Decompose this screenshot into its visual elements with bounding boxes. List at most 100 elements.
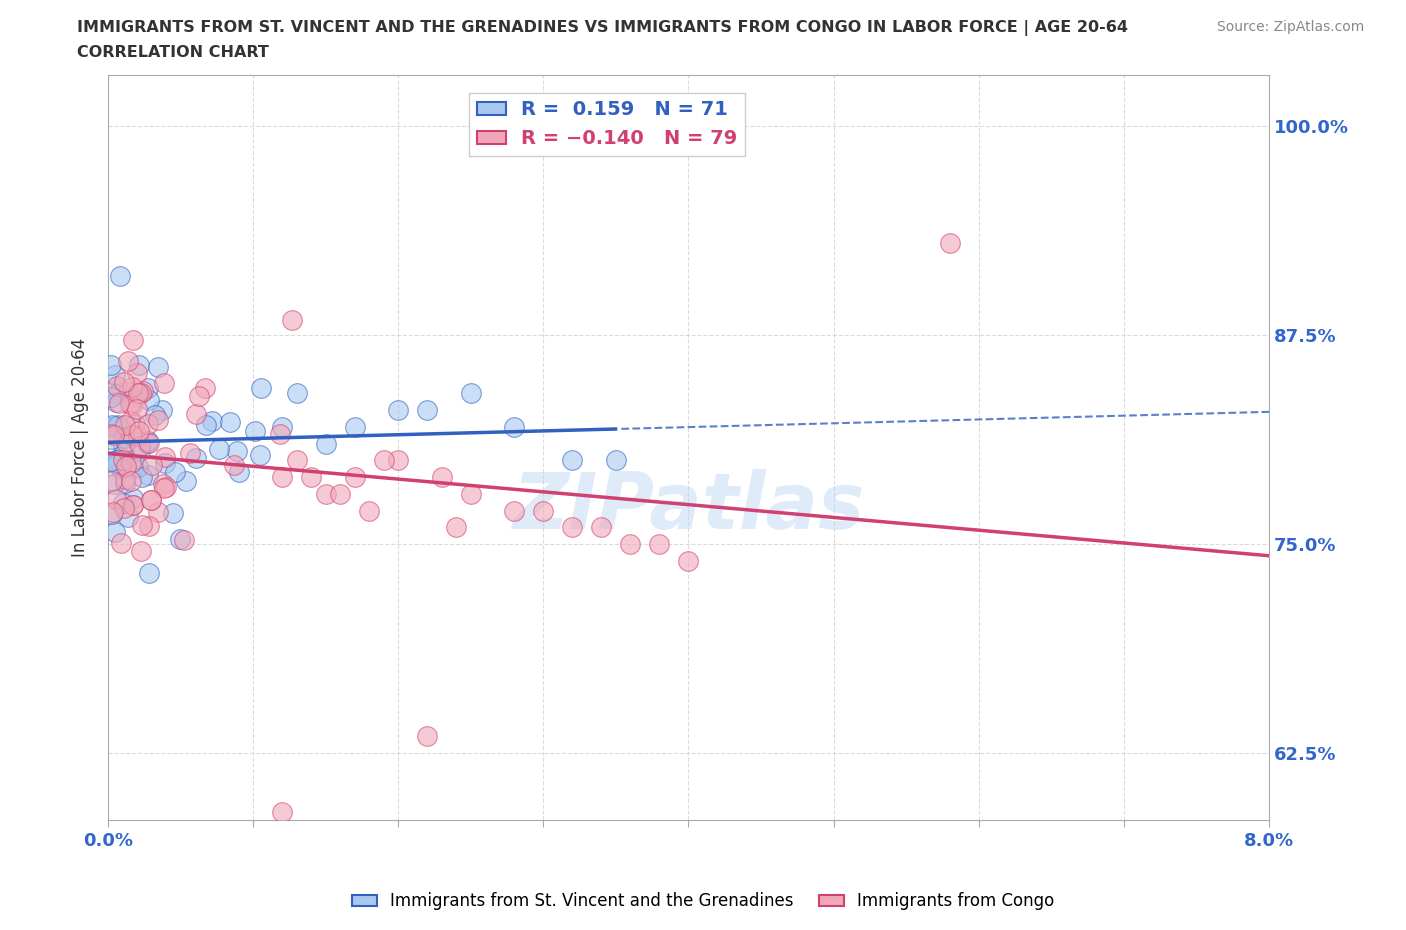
Point xyxy=(101,507,124,522)
Point xyxy=(105,419,128,434)
Point xyxy=(100,453,122,468)
Point xyxy=(121,474,143,489)
Point xyxy=(100,384,122,399)
Point xyxy=(359,503,381,518)
Point xyxy=(222,458,245,472)
Legend: Immigrants from St. Vincent and the Grenadines, Immigrants from Congo: Immigrants from St. Vincent and the Gren… xyxy=(344,885,1062,917)
Point xyxy=(131,470,153,485)
Point xyxy=(329,486,352,501)
Text: Source: ZipAtlas.com: Source: ZipAtlas.com xyxy=(1216,20,1364,34)
Point xyxy=(103,367,125,382)
Point xyxy=(132,384,155,399)
Point xyxy=(129,438,152,453)
Point xyxy=(678,553,700,568)
Point xyxy=(315,436,337,451)
Point xyxy=(101,473,124,488)
Point xyxy=(136,435,159,450)
Point xyxy=(120,414,142,429)
Point xyxy=(141,458,163,472)
Point xyxy=(103,427,125,442)
Point xyxy=(163,465,186,480)
Point xyxy=(228,465,250,480)
Point xyxy=(184,407,207,422)
Point xyxy=(105,387,128,402)
Point xyxy=(118,396,141,411)
Point xyxy=(249,447,271,462)
Point xyxy=(129,444,152,458)
Point xyxy=(938,235,960,250)
Point xyxy=(162,506,184,521)
Point xyxy=(561,453,583,468)
Point xyxy=(112,374,135,389)
Point xyxy=(112,431,135,445)
Point xyxy=(503,419,526,434)
Text: IMMIGRANTS FROM ST. VINCENT AND THE GRENADINES VS IMMIGRANTS FROM CONGO IN LABOR: IMMIGRANTS FROM ST. VINCENT AND THE GREN… xyxy=(77,20,1129,36)
Point xyxy=(125,402,148,417)
Point xyxy=(387,403,409,418)
Point xyxy=(150,403,173,418)
Point xyxy=(136,468,159,483)
Point xyxy=(125,366,148,381)
Point xyxy=(148,359,170,374)
Point xyxy=(169,532,191,547)
Point xyxy=(136,416,159,431)
Point xyxy=(531,503,554,518)
Point xyxy=(100,390,122,405)
Point xyxy=(343,419,366,434)
Point xyxy=(184,450,207,465)
Point xyxy=(138,518,160,533)
Point xyxy=(155,480,177,495)
Point xyxy=(100,432,122,446)
Point xyxy=(105,492,128,507)
Point xyxy=(153,480,176,495)
Point xyxy=(460,386,482,401)
Point xyxy=(127,459,149,474)
Point xyxy=(315,486,337,501)
Point xyxy=(117,353,139,368)
Point xyxy=(107,418,129,432)
Point xyxy=(194,380,217,395)
Point xyxy=(138,393,160,408)
Text: CORRELATION CHART: CORRELATION CHART xyxy=(77,45,269,60)
Point xyxy=(127,385,149,400)
Point xyxy=(111,496,134,511)
Point xyxy=(152,477,174,492)
Point xyxy=(114,472,136,486)
Point xyxy=(112,439,135,454)
Point xyxy=(343,470,366,485)
Point xyxy=(114,475,136,490)
Point xyxy=(619,537,641,551)
Point xyxy=(416,403,439,418)
Point xyxy=(112,453,135,468)
Point xyxy=(117,510,139,525)
Point xyxy=(110,536,132,551)
Point xyxy=(138,436,160,451)
Point xyxy=(285,386,308,401)
Point xyxy=(179,445,201,460)
Point xyxy=(605,453,627,468)
Point xyxy=(249,380,271,395)
Point xyxy=(112,446,135,461)
Point xyxy=(146,413,169,428)
Point xyxy=(271,804,294,819)
Point xyxy=(112,500,135,515)
Point xyxy=(121,332,143,347)
Point xyxy=(127,429,149,444)
Point xyxy=(139,492,162,507)
Point xyxy=(387,453,409,468)
Point xyxy=(121,498,143,512)
Point xyxy=(115,434,138,449)
Point xyxy=(136,433,159,448)
Point xyxy=(103,476,125,491)
Point xyxy=(105,379,128,393)
Point xyxy=(138,565,160,580)
Point xyxy=(121,428,143,443)
Point xyxy=(112,459,135,474)
Point xyxy=(108,269,131,284)
Point xyxy=(105,394,128,409)
Point xyxy=(561,520,583,535)
Point xyxy=(131,518,153,533)
Point xyxy=(285,453,308,468)
Point xyxy=(148,504,170,519)
Point xyxy=(129,544,152,559)
